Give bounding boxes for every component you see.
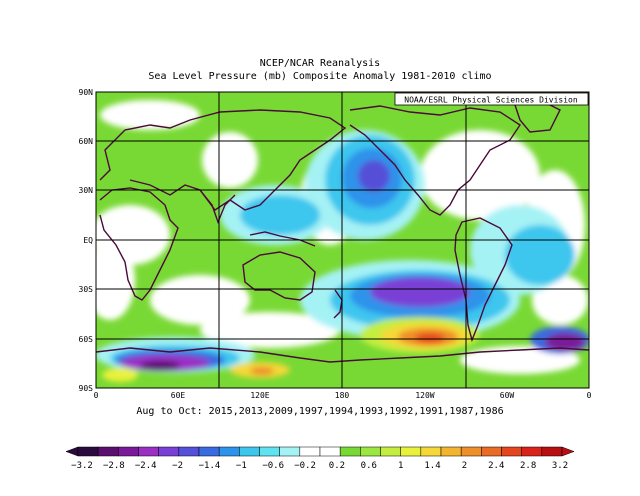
new-zealand-outline: [333, 289, 343, 319]
colorbar-cell: [360, 446, 381, 457]
lat-label: 60S: [79, 335, 94, 344]
lon-label: 0: [587, 391, 592, 400]
lat-labels: 90N 60N 30N EQ 30S 60S 90S: [79, 88, 94, 393]
lon-label: 0: [94, 391, 99, 400]
colorbar-label: −0.6: [262, 461, 284, 471]
colorbar-labels: −3.2 −2.8 −2.4 −2 −1.4 −1 −0.6 −0.2 0.2 0.6 1 1.4 2 2…: [71, 461, 568, 471]
credit-text: NOAA/ESRL Physical Sciences Division: [404, 96, 578, 105]
lon-labels: 0 60E 120E 180 120W 60W 0: [94, 391, 592, 400]
lat-label: EQ: [83, 236, 93, 245]
colorbar-label: 1.4: [424, 461, 440, 471]
colorbar-arrow-right: [561, 446, 575, 457]
colorbar-cell: [319, 446, 341, 457]
colorbar-cell: [440, 446, 462, 457]
colorbar-cell: [279, 446, 301, 457]
lon-label: 60W: [500, 391, 515, 400]
colorbar-cell: [77, 446, 99, 457]
graticule: [96, 92, 589, 388]
colorbar-cell: [118, 446, 139, 457]
colorbar-label: 2: [462, 461, 467, 471]
colorbar-label: 2.8: [520, 461, 536, 471]
colorbar-cell: [460, 446, 482, 457]
map-frame: [95, 91, 590, 389]
colorbar-cell: [299, 446, 321, 457]
colorbar: [65, 446, 575, 457]
colorbar-cell: [420, 446, 442, 457]
lat-label: 90S: [79, 384, 94, 393]
colorbar-label: −2.8: [103, 461, 125, 471]
lat-label: 90N: [79, 88, 94, 97]
composite-years-label: Aug to Oct: 2015,2013,2009,1997,1994,199…: [136, 406, 504, 417]
colorbar-label: 2.4: [488, 461, 504, 471]
maritime-outline: [249, 231, 316, 247]
colorbar-cell: [501, 446, 522, 457]
africa-outline: [99, 187, 179, 301]
lon-label: 120W: [415, 391, 434, 400]
colorbar-label: −2: [172, 461, 183, 471]
colorbar-label: −2.4: [135, 461, 157, 471]
colorbar-label: −1.4: [199, 461, 221, 471]
north-america-outline: [349, 105, 521, 216]
lat-label: 30S: [79, 285, 94, 294]
colorbar-label: 0.2: [329, 461, 345, 471]
colorbar-cell: [541, 446, 563, 457]
colorbar-cell: [239, 446, 260, 457]
lat-label: 30N: [79, 186, 94, 195]
colorbar-label: 3.2: [552, 461, 568, 471]
colorbar-cell: [339, 446, 361, 457]
colorbar-cell: [97, 446, 119, 457]
lon-label: 60E: [171, 391, 186, 400]
colorbar-cell: [521, 446, 543, 457]
colorbar-cell: [400, 446, 422, 457]
map-title: NCEP/NCAR Reanalysis: [259, 58, 381, 69]
credit-box: [394, 92, 589, 106]
colorbar-cell: [198, 446, 220, 457]
colorbar-cell: [178, 446, 200, 457]
lon-label: 120E: [250, 391, 269, 400]
antarctica-outline: [96, 347, 589, 363]
india-outline: [199, 189, 236, 224]
colorbar-label: −3.2: [71, 461, 93, 471]
colorbar-label: −1: [236, 461, 247, 471]
colorbar-cell: [259, 446, 280, 457]
colorbar-arrow-left: [65, 446, 79, 457]
colorbar-label: −0.2: [294, 461, 316, 471]
lon-label: 180: [335, 391, 350, 400]
colorbar-cell: [158, 446, 180, 457]
map-subtitle-variable: Sea Level Pressure (mb) Composite Anomal…: [148, 71, 492, 82]
colorbar-cell: [218, 446, 240, 457]
colorbar-label: 0.6: [361, 461, 377, 471]
colorbar-cell: [380, 446, 401, 457]
colorbar-label: 1: [398, 461, 403, 471]
lat-label: 60N: [79, 137, 94, 146]
south-america-outline: [454, 217, 513, 343]
colorbar-cell: [138, 446, 159, 457]
colorbar-cell: [481, 446, 502, 457]
